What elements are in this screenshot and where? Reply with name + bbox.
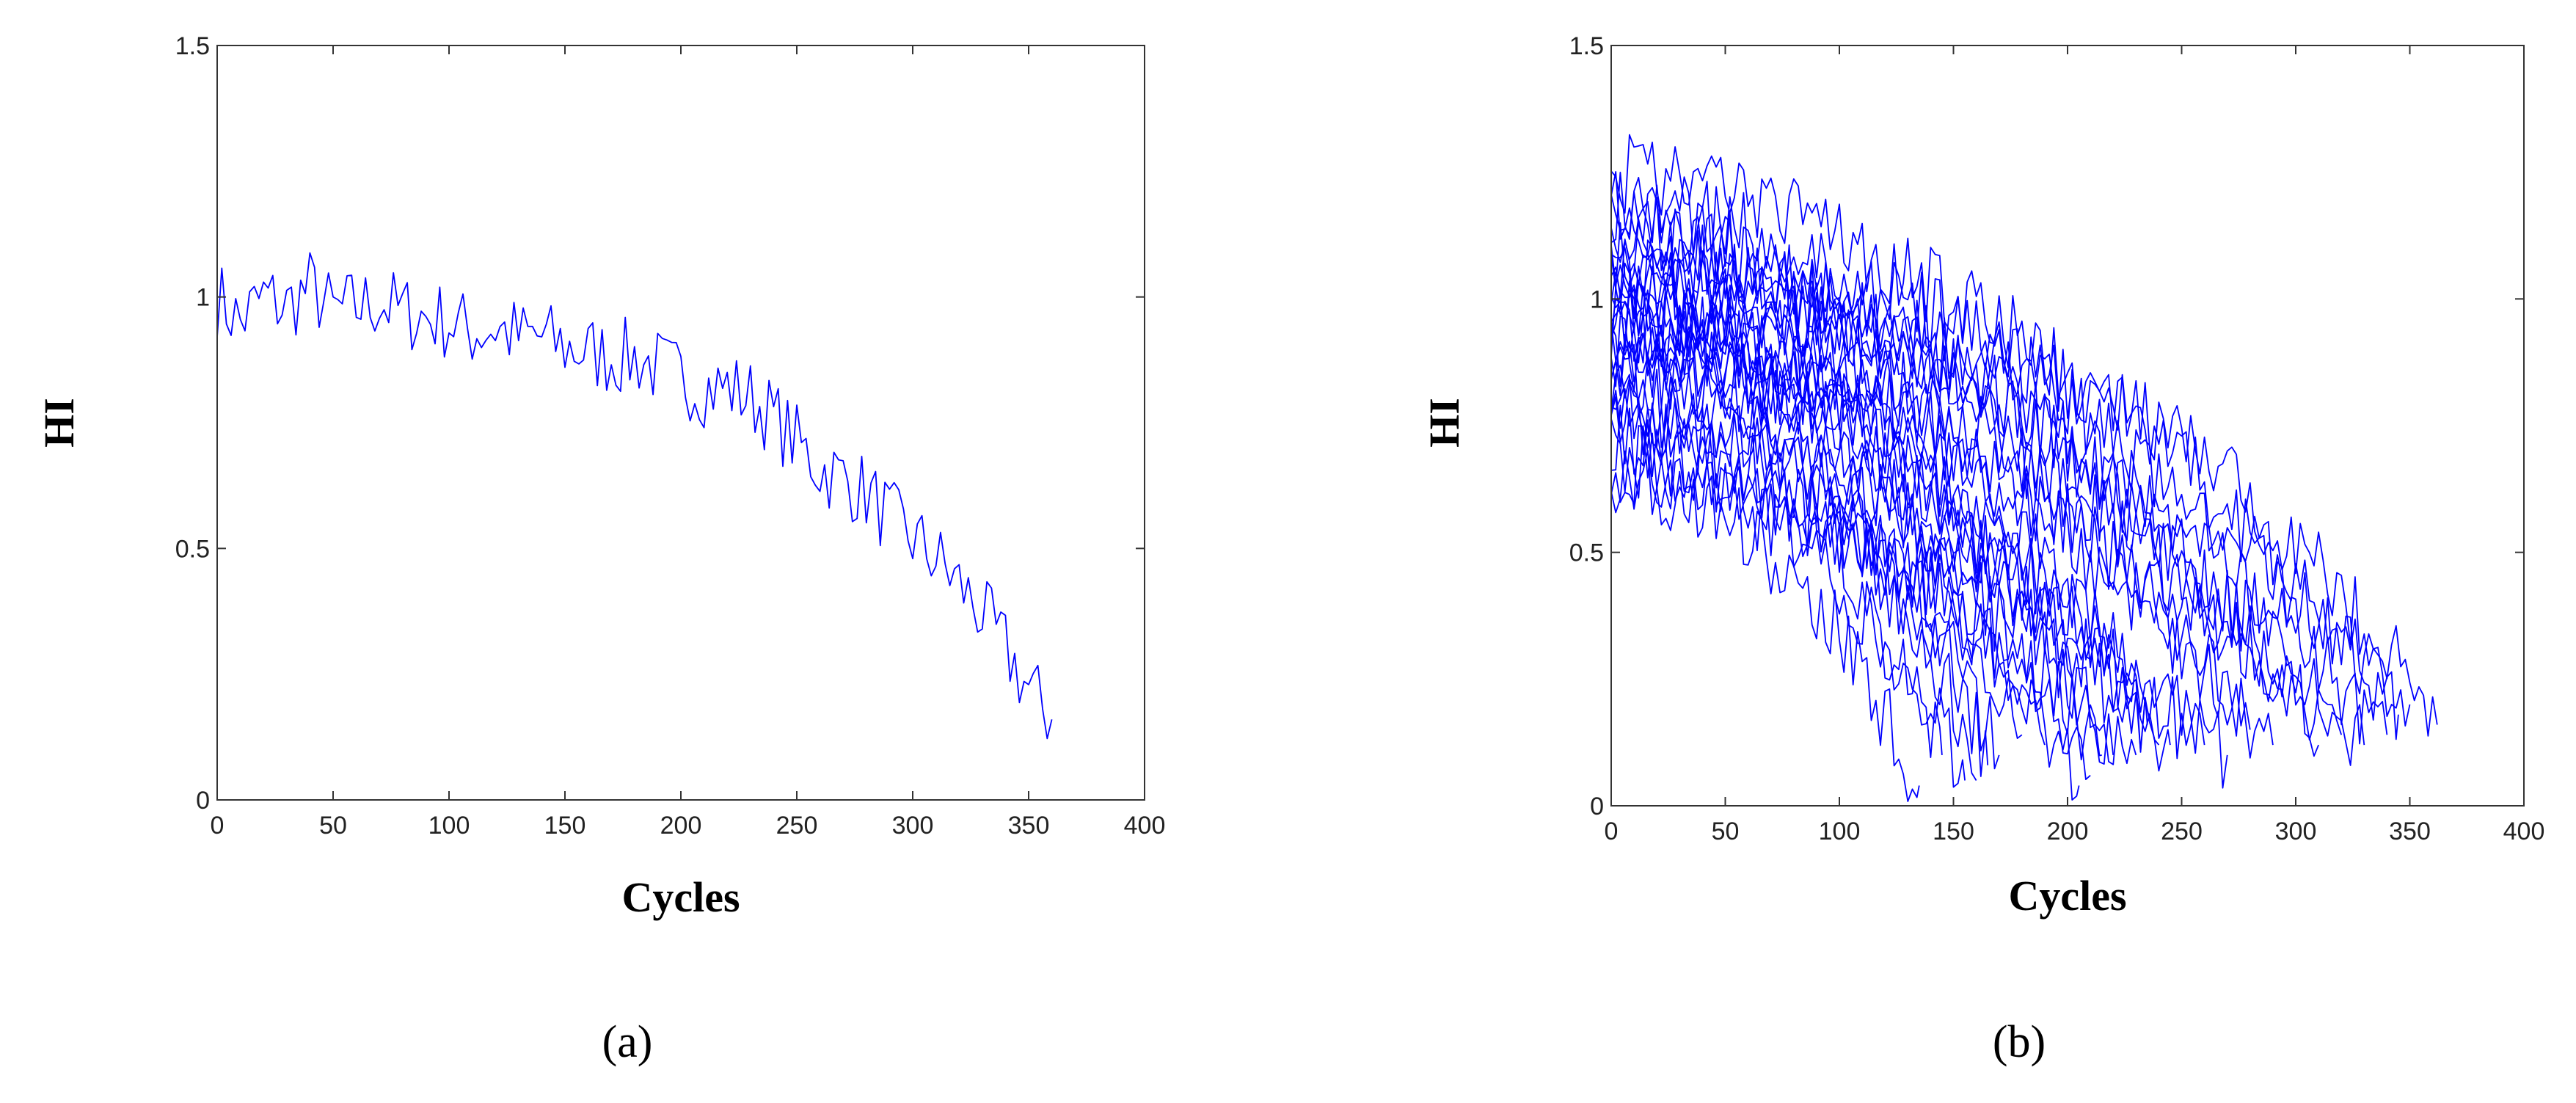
chart-panel-a: 0 50 100 150 200 250 300 350 400 0 0.5 1 1.5 Cycles… <box>35 32 1165 1067</box>
chart-panel-b: 0 50 100 150 200 250 300 350 400 0 0.5 1 1.5 Cycles… <box>1420 32 2544 1067</box>
chart-a-y-tick-label: 0.5 <box>175 535 210 563</box>
chart-b-series-line-6 <box>1610 262 2160 746</box>
chart-b-series-line-3 <box>1610 286 2274 759</box>
chart-b-x-tick-label: 400 <box>2503 818 2545 845</box>
chart-b-series-line-20 <box>1610 382 2171 772</box>
chart-b-series-line-17 <box>1610 324 2343 741</box>
chart-b-x-tick-label: 150 <box>1933 818 1974 845</box>
chart-b-series-line-5 <box>1610 315 2228 789</box>
chart-a-plot-frame <box>216 45 1145 801</box>
chart-a-y-axis-label: HI <box>35 398 83 448</box>
chart-a-x-tick-label: 150 <box>544 812 586 840</box>
panel-label-a: (a) <box>602 1017 653 1067</box>
chart-a-x-tick-label: 50 <box>319 812 347 840</box>
chart-b-series-line-15 <box>1610 449 1920 802</box>
panel-label-b: (b) <box>1993 1017 2046 1067</box>
chart-a-x-tick-label: 200 <box>660 812 702 840</box>
chart-a-x-axis-label: Cycles <box>621 873 740 921</box>
chart-b-y-tick-label: 1 <box>1590 285 1604 313</box>
chart-b-x-tick-label: 350 <box>2389 818 2431 845</box>
chart-b-x-tick-label: 300 <box>2275 818 2317 845</box>
chart-b-series-line-26 <box>1610 425 2102 761</box>
chart-b-series-line-22 <box>1610 404 2080 801</box>
chart-b-series-line-25 <box>1610 364 1943 758</box>
chart-b-x-tick-label: 100 <box>1819 818 1861 845</box>
chart-a-x-tick-label: 100 <box>428 812 470 840</box>
chart-a-x-tick-label: 0 <box>211 812 225 840</box>
chart-b-y-tick-label: 0.5 <box>1569 539 1604 567</box>
chart-b-series-line-27 <box>1610 289 2319 757</box>
chart-b-y-ticks: 0 0.5 1 1.5 <box>1569 32 2524 820</box>
chart-b-series-line-13 <box>1610 332 1977 781</box>
chart-a-x-tick-label: 350 <box>1008 812 1050 840</box>
chart-a-y-ticks: 0 0.5 1 1.5 <box>175 32 1145 815</box>
chart-b-series-line-11 <box>1610 238 2023 739</box>
chart-a-series-group <box>216 252 1053 740</box>
chart-b-x-tick-label: 0 <box>1605 818 1619 845</box>
chart-a-y-tick-label: 1 <box>196 284 210 312</box>
chart-a-y-tick-label: 0 <box>196 787 210 815</box>
chart-b-series-line-23 <box>1610 208 2285 702</box>
chart-a-y-tick-label: 1.5 <box>175 32 210 60</box>
chart-b-x-tick-label: 50 <box>1712 818 1740 845</box>
chart-b-y-tick-label: 1.5 <box>1569 32 1604 60</box>
chart-b-y-axis-label: HI <box>1420 398 1468 448</box>
chart-b-x-tick-label: 250 <box>2161 818 2203 845</box>
chart-b-series-line-9 <box>1610 298 2091 780</box>
chart-b-series-group <box>1610 134 2438 802</box>
chart-b-y-tick-label: 0 <box>1590 793 1604 820</box>
chart-a-x-tick-label: 400 <box>1124 812 1166 840</box>
chart-b-x-ticks: 0 50 100 150 200 250 300 350 400 <box>1605 45 2545 845</box>
chart-b-series-line-7 <box>1610 342 2137 765</box>
chart-b-x-axis-label: Cycles <box>2008 872 2126 920</box>
chart-b-series-line-18 <box>1610 134 2399 740</box>
chart-b-series-line-24 <box>1610 271 1989 777</box>
chart-b-x-tick-label: 200 <box>2047 818 2089 845</box>
chart-a-x-tick-label: 300 <box>892 812 934 840</box>
chart-a-series-line-0 <box>216 252 1053 740</box>
chart-a-x-tick-label: 250 <box>776 812 818 840</box>
chart-a-x-ticks: 0 50 100 150 200 250 300 350 400 <box>211 45 1166 840</box>
chart-b-series-line-16 <box>1610 171 2411 727</box>
